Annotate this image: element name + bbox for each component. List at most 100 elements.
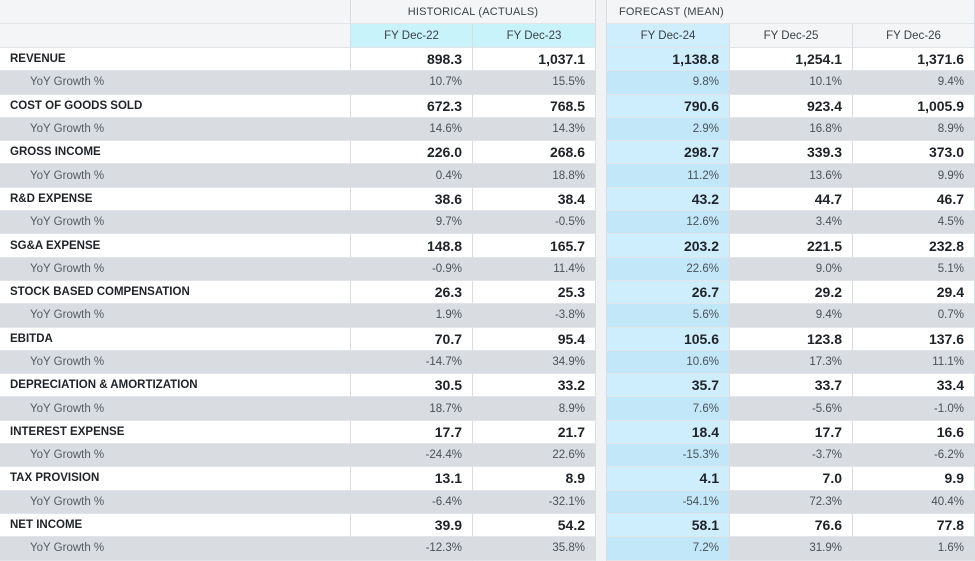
row-label: NET INCOME bbox=[0, 513, 351, 538]
growth-value-cell: 35.8% bbox=[473, 537, 596, 561]
growth-value-cell: 0.7% bbox=[853, 304, 975, 328]
value-cell: 35.7 bbox=[607, 374, 730, 398]
growth-value-cell: 9.7% bbox=[351, 211, 473, 235]
row-label: GROSS INCOME bbox=[0, 141, 351, 165]
value-cell: 373.0 bbox=[853, 141, 975, 165]
value-cell: 33.4 bbox=[853, 374, 975, 398]
growth-value-cell: 11.4% bbox=[473, 257, 596, 281]
growth-row-label: YoY Growth % bbox=[0, 117, 351, 142]
growth-value-cell: 12.6% bbox=[607, 211, 730, 235]
growth-row-label: YoY Growth % bbox=[0, 257, 351, 281]
value-cell: 4.1 bbox=[607, 467, 730, 491]
growth-value-cell: 10.7% bbox=[351, 71, 473, 95]
growth-row-label: YoY Growth % bbox=[0, 537, 351, 561]
value-cell: 790.6 bbox=[607, 94, 730, 118]
growth-value-cell: 16.8% bbox=[730, 117, 853, 142]
value-cell: 232.8 bbox=[853, 234, 975, 258]
value-cell: 17.7 bbox=[730, 420, 853, 445]
growth-value-cell: -54.1% bbox=[607, 490, 730, 514]
value-cell: 17.7 bbox=[351, 420, 473, 445]
growth-value-cell: -32.1% bbox=[473, 490, 596, 514]
growth-value-cell: -24.4% bbox=[351, 444, 473, 468]
row-label: INTEREST EXPENSE bbox=[0, 420, 351, 445]
growth-value-cell: 11.1% bbox=[853, 350, 975, 375]
column-gap bbox=[596, 0, 607, 561]
value-cell: 25.3 bbox=[473, 280, 596, 305]
value-cell: 33.2 bbox=[473, 374, 596, 398]
value-cell: 137.6 bbox=[853, 327, 975, 351]
growth-value-cell: 40.4% bbox=[853, 490, 975, 514]
growth-value-cell: -12.3% bbox=[351, 537, 473, 561]
growth-value-cell: 14.3% bbox=[473, 117, 596, 142]
row-label: COST OF GOODS SOLD bbox=[0, 94, 351, 118]
growth-value-cell: -0.5% bbox=[473, 211, 596, 235]
growth-value-cell: -6.2% bbox=[853, 444, 975, 468]
growth-value-cell: 5.6% bbox=[607, 304, 730, 328]
growth-value-cell: 8.9% bbox=[473, 397, 596, 421]
value-cell: 1,005.9 bbox=[853, 94, 975, 118]
value-cell: 70.7 bbox=[351, 327, 473, 351]
value-cell: 29.2 bbox=[730, 280, 853, 305]
growth-row-label: YoY Growth % bbox=[0, 304, 351, 328]
growth-value-cell: 10.6% bbox=[607, 350, 730, 375]
growth-value-cell: 7.6% bbox=[607, 397, 730, 421]
row-label: EBITDA bbox=[0, 327, 351, 351]
value-cell: 77.8 bbox=[853, 513, 975, 538]
growth-value-cell: 18.7% bbox=[351, 397, 473, 421]
header-blank bbox=[0, 0, 351, 24]
growth-value-cell: -1.0% bbox=[853, 397, 975, 421]
growth-value-cell: 9.8% bbox=[607, 71, 730, 95]
growth-value-cell: 7.2% bbox=[607, 537, 730, 561]
value-cell: 9.9 bbox=[853, 467, 975, 491]
growth-value-cell: 17.3% bbox=[730, 350, 853, 375]
growth-value-cell: 8.9% bbox=[853, 117, 975, 142]
column-header-fy-dec-26[interactable]: FY Dec-26 bbox=[853, 24, 975, 48]
value-cell: 226.0 bbox=[351, 141, 473, 165]
growth-row-label: YoY Growth % bbox=[0, 211, 351, 235]
growth-value-cell: -5.6% bbox=[730, 397, 853, 421]
value-cell: 26.7 bbox=[607, 280, 730, 305]
value-cell: 105.6 bbox=[607, 327, 730, 351]
value-cell: 58.1 bbox=[607, 513, 730, 538]
row-label: TAX PROVISION bbox=[0, 467, 351, 491]
value-cell: 38.6 bbox=[351, 187, 473, 212]
growth-value-cell: 14.6% bbox=[351, 117, 473, 142]
value-cell: 339.3 bbox=[730, 141, 853, 165]
growth-row-label: YoY Growth % bbox=[0, 397, 351, 421]
growth-value-cell: 9.4% bbox=[730, 304, 853, 328]
growth-value-cell: 72.3% bbox=[730, 490, 853, 514]
growth-value-cell: -0.9% bbox=[351, 257, 473, 281]
growth-value-cell: 1.6% bbox=[853, 537, 975, 561]
column-header-fy-dec-23[interactable]: FY Dec-23 bbox=[473, 24, 596, 48]
value-cell: 1,138.8 bbox=[607, 48, 730, 72]
growth-value-cell: 34.9% bbox=[473, 350, 596, 375]
value-cell: 26.3 bbox=[351, 280, 473, 305]
value-cell: 148.8 bbox=[351, 234, 473, 258]
value-cell: 30.5 bbox=[351, 374, 473, 398]
value-cell: 8.9 bbox=[473, 467, 596, 491]
value-cell: 768.5 bbox=[473, 94, 596, 118]
growth-value-cell: -3.7% bbox=[730, 444, 853, 468]
growth-row-label: YoY Growth % bbox=[0, 350, 351, 375]
growth-value-cell: 4.5% bbox=[853, 211, 975, 235]
value-cell: 221.5 bbox=[730, 234, 853, 258]
column-header-fy-dec-22[interactable]: FY Dec-22 bbox=[351, 24, 473, 48]
column-header-fy-dec-25[interactable]: FY Dec-25 bbox=[730, 24, 853, 48]
value-cell: 44.7 bbox=[730, 187, 853, 212]
growth-value-cell: 15.5% bbox=[473, 71, 596, 95]
value-cell: 672.3 bbox=[351, 94, 473, 118]
growth-value-cell: -3.8% bbox=[473, 304, 596, 328]
value-cell: 268.6 bbox=[473, 141, 596, 165]
row-label: REVENUE bbox=[0, 48, 351, 72]
value-cell: 203.2 bbox=[607, 234, 730, 258]
growth-value-cell: 10.1% bbox=[730, 71, 853, 95]
value-cell: 21.7 bbox=[473, 420, 596, 445]
column-header-fy-dec-24[interactable]: FY Dec-24 bbox=[607, 24, 730, 48]
growth-value-cell: -14.7% bbox=[351, 350, 473, 375]
growth-value-cell: -15.3% bbox=[607, 444, 730, 468]
value-cell: 76.6 bbox=[730, 513, 853, 538]
growth-value-cell: 9.9% bbox=[853, 164, 975, 188]
value-cell: 165.7 bbox=[473, 234, 596, 258]
growth-row-label: YoY Growth % bbox=[0, 444, 351, 468]
value-cell: 33.7 bbox=[730, 374, 853, 398]
